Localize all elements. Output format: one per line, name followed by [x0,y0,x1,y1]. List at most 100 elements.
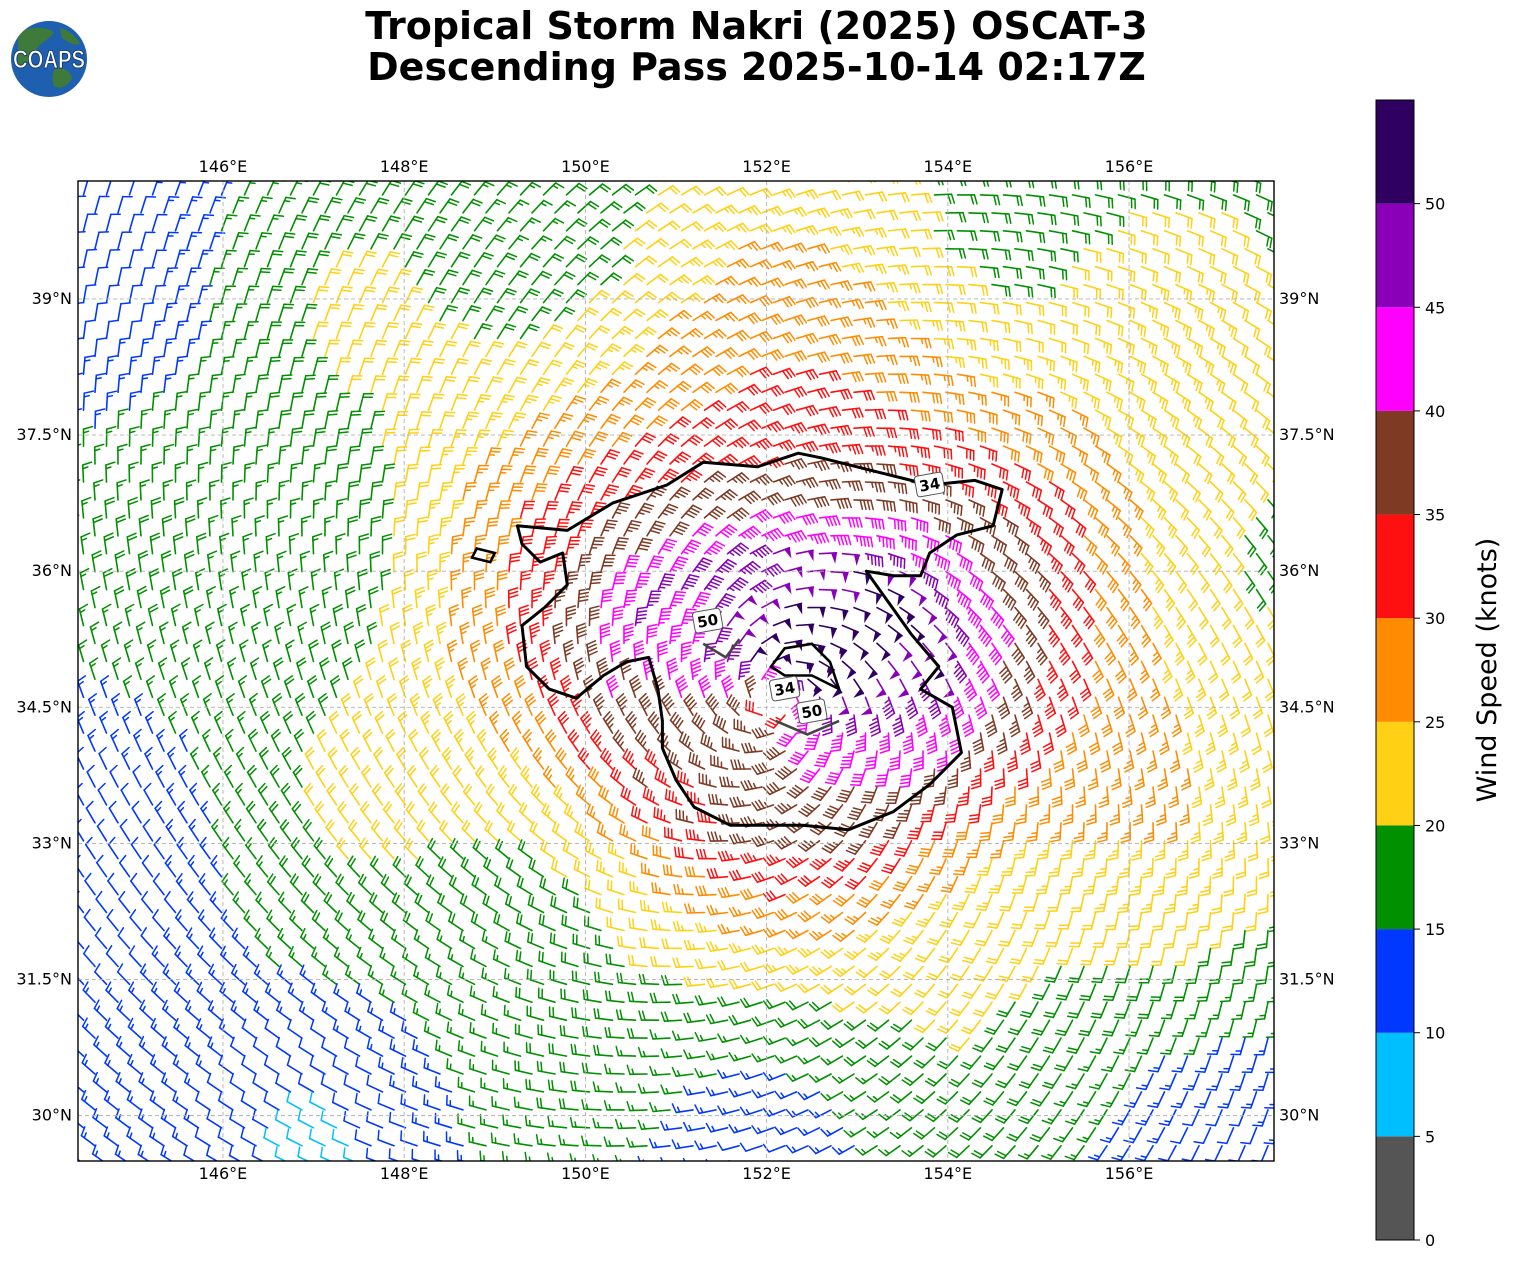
wind-barb [694,1140,717,1151]
wind-barb [485,783,499,806]
wind-barb [841,298,865,310]
wind-barb [1098,786,1110,808]
wind-barb [196,981,211,1004]
wind-barb [370,445,385,465]
wind-barb [128,213,145,232]
wind-barb [508,482,524,501]
wind-barb [1170,1127,1189,1144]
wind-barb [471,875,487,896]
wind-barb [241,568,252,591]
wind-barb [94,963,108,986]
wind-barb [487,747,499,770]
wind-barb [164,161,179,177]
wind-barb [482,893,499,914]
wind-barb [495,604,507,627]
wind-barb [1025,445,1043,464]
wind-barb [1010,911,1028,930]
wind-barb [785,964,809,975]
wind-barb [163,196,180,214]
wind-barb [335,498,348,519]
wind-barb [176,836,188,860]
wind-barb [370,480,383,501]
wind-barb [174,461,186,483]
wind-barb [623,519,642,537]
wind-barb [508,411,527,430]
wind-barb [1093,893,1108,913]
wind-barb [892,181,899,185]
wind-barb [772,475,796,487]
wind-barb [1117,301,1136,319]
wind-barb [712,713,729,734]
wind-barb [105,248,121,268]
wind-barb [600,519,618,537]
wind-barb [692,381,715,394]
wind-barb [1025,194,1046,207]
wind-barb [220,214,238,232]
wind-barb [149,1126,165,1147]
wind-barb [1111,1145,1131,1161]
wind-barb [301,196,320,214]
wind-barb [253,550,264,573]
wind-barb [458,1003,476,1022]
wind-barb [1019,1037,1039,1054]
wind-barb [562,840,579,860]
wind-barb [1221,319,1238,339]
wind-barb [622,748,637,770]
wind-barb [229,585,240,609]
wind-barb [939,911,959,929]
wind-barb [499,728,510,752]
colorbar-tick-label: 30 [1425,609,1445,628]
wind-barb [334,910,349,932]
wind-barb [637,1155,645,1161]
wind-barb [1267,427,1274,447]
wind-barb [539,876,556,896]
wind-barb [531,341,552,358]
wind-barb [78,1013,85,1022]
wind-barb [83,908,96,932]
wind-barb [91,550,103,573]
wind-barb [1204,1145,1223,1161]
wind-barb [1008,714,1021,738]
wind-barb [272,657,284,681]
wind-barb [105,425,117,447]
wind-barb [1153,875,1166,897]
wind-barb [427,322,446,340]
wind-barb [876,209,899,221]
wind-barb [749,437,773,450]
wind-barb [549,969,568,986]
wind-barb [414,892,430,914]
wind-barb [542,217,565,232]
wind-barb [682,1121,706,1132]
wind-barb [559,1061,579,1075]
wind-barb [328,710,339,734]
wind-barb [458,930,476,950]
lon-tick-label-top: 148°E [380,157,429,176]
wind-barb [1208,660,1219,684]
wind-barb [1255,373,1271,394]
wind-barb [255,303,271,322]
wind-barb [1062,804,1074,826]
wind-barb [411,657,422,681]
wind-barb [690,658,702,681]
wind-barb [163,408,176,430]
wind-barb [404,463,419,483]
wind-barb [1232,517,1246,540]
wind-barb [738,383,762,396]
wind-barb [392,551,404,573]
wind-barb [501,692,514,717]
wind-barb [1076,1091,1097,1108]
wind-barb [1002,337,1022,353]
wind-barb [841,624,860,642]
wind-barb [738,628,757,645]
wind-barb [910,409,931,422]
wind-barb [751,871,775,884]
wind-barb [1094,409,1112,429]
wind-barb [358,181,378,196]
wind-barb [200,800,211,824]
wind-barb [548,1042,568,1057]
wind-barb [749,473,773,486]
wind-barb [926,965,947,981]
wind-barb [347,445,361,465]
wind-barb [289,250,307,268]
wind-barb [991,248,1012,261]
